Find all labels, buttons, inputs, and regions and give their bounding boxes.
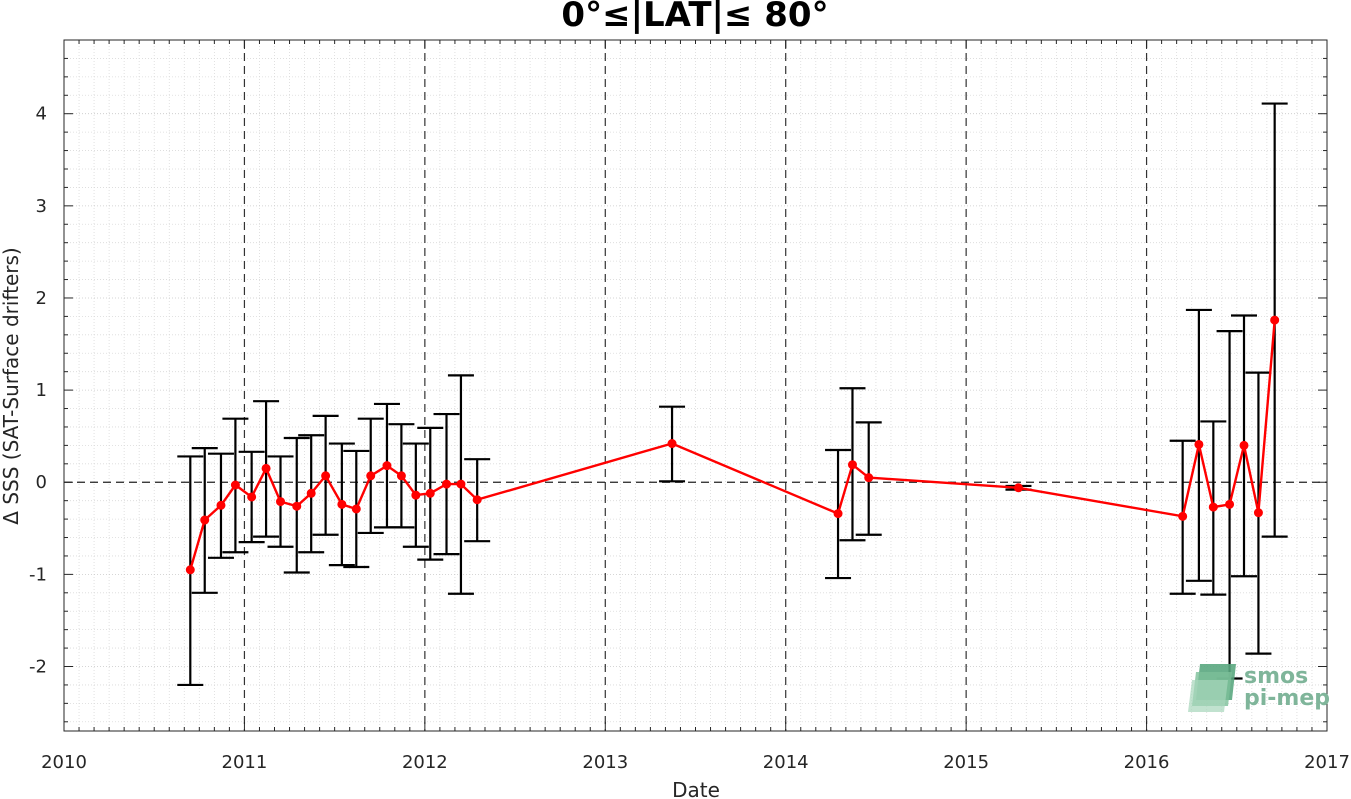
- x-tick-label: 2011: [222, 752, 268, 773]
- data-point: [292, 501, 302, 511]
- logo-line2: pi-mep: [1244, 686, 1330, 711]
- data-point: [1239, 440, 1249, 450]
- y-tick-labels: -2 -1 0 1 2 3 4: [29, 104, 47, 678]
- data-point: [321, 471, 331, 481]
- x-axis-label: Date: [672, 778, 720, 799]
- data-point: [1208, 502, 1218, 512]
- data-point: [1225, 499, 1235, 509]
- chart-title: 0°≤|LAT|≤ 80°: [561, 0, 828, 35]
- y-tick-label: 4: [36, 104, 47, 125]
- data-point: [1253, 508, 1263, 518]
- data-point: [833, 509, 843, 519]
- data-point: [864, 473, 874, 483]
- data-point: [1013, 483, 1023, 493]
- x-tick-label: 2010: [41, 752, 87, 773]
- y-tick-label: -1: [29, 564, 47, 585]
- axis-ticks: [63, 40, 1328, 731]
- y-tick-label: 3: [36, 196, 47, 217]
- data-point: [1270, 315, 1280, 325]
- y-tick-label: 2: [36, 288, 47, 309]
- data-point: [200, 515, 210, 525]
- x-tick-label: 2016: [1124, 752, 1170, 773]
- data-point: [472, 495, 482, 505]
- smos-pimep-logo: smos pi-mep: [1188, 664, 1330, 712]
- data-point: [366, 471, 376, 481]
- major-grid: [64, 40, 1327, 731]
- data-point: [667, 439, 677, 449]
- x-tick-label: 2012: [402, 752, 448, 773]
- data-point: [306, 488, 316, 498]
- x-tick-labels: 2010 2011 2012 2013 2014 2015 2016 2017: [41, 752, 1350, 773]
- data-point: [216, 500, 226, 510]
- y-tick-label: 1: [36, 380, 47, 401]
- data-point: [337, 499, 347, 509]
- data-point: [456, 479, 466, 489]
- series-line: [189, 319, 1276, 571]
- x-tick-label: 2013: [582, 752, 628, 773]
- data-point: [185, 565, 195, 575]
- data-point: [847, 460, 857, 470]
- data-point: [442, 479, 452, 489]
- data-point: [276, 497, 286, 507]
- data-point: [261, 463, 271, 473]
- x-tick-label: 2017: [1304, 752, 1350, 773]
- y-tick-label: 0: [36, 472, 47, 493]
- data-point: [247, 492, 257, 502]
- data-point: [425, 488, 435, 498]
- x-tick-label: 2014: [763, 752, 809, 773]
- data-point: [230, 480, 240, 490]
- data-point: [1194, 439, 1204, 449]
- data-point: [396, 471, 406, 481]
- x-tick-label: 2015: [943, 752, 989, 773]
- data-points: [185, 315, 1280, 575]
- y-tick-label: -2: [29, 657, 47, 678]
- data-point: [351, 504, 361, 514]
- data-point: [382, 461, 392, 471]
- data-point: [411, 490, 421, 500]
- minor-grid: [64, 40, 1327, 731]
- y-axis-label: Δ SSS (SAT-Surface drifters): [0, 247, 23, 524]
- logo-mark-icon: [1188, 664, 1236, 712]
- error-bars: [177, 102, 1288, 687]
- logo-line1: smos: [1244, 664, 1308, 689]
- data-point: [1178, 511, 1188, 521]
